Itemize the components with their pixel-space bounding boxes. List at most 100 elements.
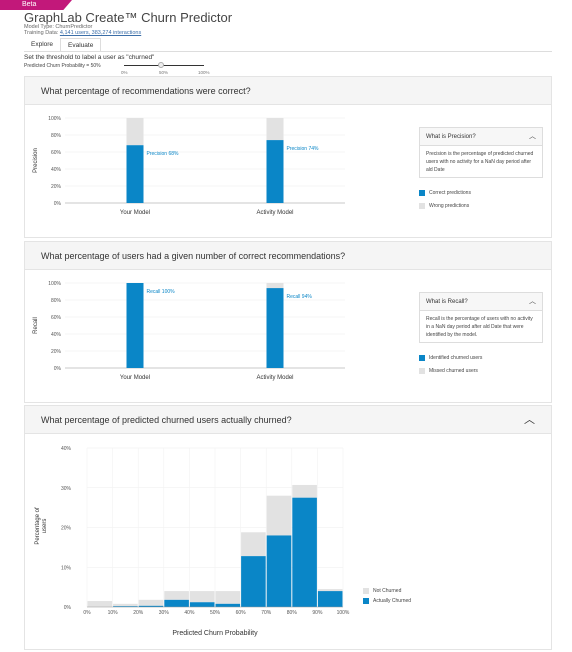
precision-panel-header[interactable]: What percentage of recommendations were … (25, 77, 551, 105)
legend-label: Missed churned users (429, 368, 478, 374)
recall-panel-header[interactable]: What percentage of users had a given num… (25, 242, 551, 270)
bar-value-label: Recall 100% (147, 289, 176, 295)
bar-not-churned (292, 484, 317, 498)
bar-value-label: Recall 94% (287, 294, 313, 300)
y-axis-title: Percentage ofusers (35, 507, 48, 545)
training-data-link[interactable]: 4,141 users, 383,274 interactions (59, 30, 142, 36)
x-tick-label: 100% (337, 610, 350, 616)
legend-label: Identified churned users (429, 355, 483, 361)
bar-identified-churned-users (126, 283, 144, 368)
y-tick-label: 0% (64, 605, 72, 611)
bar-not-churned (164, 591, 189, 600)
y-tick-label: 80% (51, 133, 62, 139)
legend-label: Wrong predictions (429, 203, 470, 209)
legend-swatch-blue (363, 597, 369, 604)
x-axis-title: Predicted Churn Probability (172, 630, 258, 637)
x-category-label: Your Model (120, 375, 150, 381)
tab-evaluate[interactable]: Evaluate (60, 38, 102, 51)
histogram-panel-title: What percentage of predicted churned use… (41, 415, 292, 425)
x-tick-label: 90% (312, 610, 323, 616)
bar-wrong-predictions (266, 118, 284, 141)
bar-value-label: Precision 68% (147, 151, 180, 157)
legend-item-correct: Correct predictions (419, 187, 471, 200)
slider-tick-50: 50% (159, 70, 169, 75)
bar-not-churned (138, 599, 164, 606)
x-tick-label: 20% (133, 610, 144, 616)
x-category-label: Activity Model (256, 375, 293, 381)
histogram-panel: What percentage of predicted churned use… (24, 405, 552, 650)
x-tick-label: 60% (236, 610, 247, 616)
legend-item-missed: Missed churned users (419, 365, 482, 378)
precision-info-box: What is Precision? ︿ Precision is the pe… (419, 127, 543, 178)
bar-not-churned (215, 591, 241, 604)
recall-panel-title: What percentage of users had a given num… (41, 251, 346, 261)
recall-legend: Identified churned users Missed churned … (419, 352, 482, 378)
y-tick-label: 20% (61, 526, 72, 532)
precision-info-text: Precision is the percentage of predicted… (426, 151, 534, 173)
recall-panel: What percentage of users had a given num… (24, 241, 552, 403)
threshold-slider-handle[interactable] (158, 62, 164, 68)
chevron-up-icon[interactable]: ︿ (529, 298, 536, 305)
bar-correct-predictions (126, 145, 144, 203)
y-axis-title: Recall (33, 317, 39, 334)
bar-not-churned (189, 591, 215, 603)
legend-label: Correct predictions (429, 190, 471, 196)
threshold-slider-track[interactable] (124, 65, 204, 66)
threshold-label: Set the threshold to label a user as "ch… (24, 54, 155, 61)
app-title: GraphLab Create™ Churn Predictor (24, 10, 233, 25)
bar-not-churned (113, 603, 138, 607)
bar-wrong-predictions (126, 118, 144, 146)
y-tick-label: 60% (51, 315, 62, 321)
bar-actually-churned (215, 603, 241, 607)
y-tick-label: 40% (61, 446, 72, 452)
y-tick-label: 80% (51, 298, 62, 304)
recall-info-header[interactable]: What is Recall? ︿ (420, 293, 542, 311)
bar-not-churned (241, 532, 266, 557)
x-tick-label: 80% (287, 610, 298, 616)
x-tick-label: 30% (159, 610, 170, 616)
bar-missed-churned-users (266, 283, 284, 289)
slider-tick-100: 100% (198, 70, 210, 75)
legend-swatch-blue (419, 354, 425, 361)
chevron-up-icon[interactable]: ︿ (529, 133, 536, 140)
bar-not-churned (317, 589, 343, 592)
x-category-label: Your Model (120, 210, 150, 216)
x-category-label: Activity Model (256, 210, 293, 216)
y-tick-label: 60% (51, 150, 62, 156)
precision-chart: 0% 20% 40% 60% 80% 100% Precision Precision 68%… (33, 116, 345, 216)
slider-tick-0: 0% (121, 70, 128, 75)
bar-value-label: Precision 74% (287, 146, 320, 152)
bar-correct-predictions (266, 140, 284, 203)
legend-swatch-gray (363, 587, 369, 594)
precision-info-header[interactable]: What is Precision? ︿ (420, 128, 542, 146)
tab-divider (24, 51, 552, 52)
chevron-up-icon[interactable]: ︿ (524, 414, 535, 426)
bar-actually-churned (266, 535, 292, 607)
bar-actually-churned (113, 606, 138, 607)
legend-item-wrong: Wrong predictions (419, 200, 471, 213)
precision-panel-title: What percentage of recommendations were … (41, 86, 251, 96)
x-tick-label: 40% (184, 610, 195, 616)
bar-actually-churned (189, 602, 215, 607)
legend-item-not-churned: Not Churned (363, 586, 411, 596)
legend-label: Actually Churned (373, 598, 412, 604)
y-tick-label: 10% (61, 565, 72, 571)
bar-actually-churned (138, 605, 164, 607)
y-tick-label: 20% (51, 349, 62, 355)
legend-item-churned: Actually Churned (363, 596, 411, 606)
bar-actually-churned (164, 599, 189, 607)
bar-identified-churned-users (266, 288, 284, 368)
training-data: Training Data: 4,141 users, 383,274 inte… (24, 30, 141, 36)
y-tick-label: 40% (51, 167, 62, 173)
histogram-legend: Not Churned Actually Churned (363, 586, 411, 606)
histogram-panel-header[interactable]: What percentage of predicted churned use… (25, 406, 551, 434)
x-tick-label: 50% (210, 610, 221, 616)
recall-chart: 0% 20% 40% 60% 80% 100% Recall Recall 100% Your … (33, 281, 345, 381)
precision-panel: What percentage of recommendations were … (24, 76, 552, 238)
x-tick-label: 0% (83, 610, 91, 616)
y-tick-label: 20% (51, 184, 62, 190)
model-type: Model Type: ChurnPredictor (24, 24, 93, 30)
y-tick-label: 0% (54, 366, 62, 372)
tab-explore[interactable]: Explore (31, 41, 54, 48)
y-axis-title: Precision (33, 148, 39, 173)
